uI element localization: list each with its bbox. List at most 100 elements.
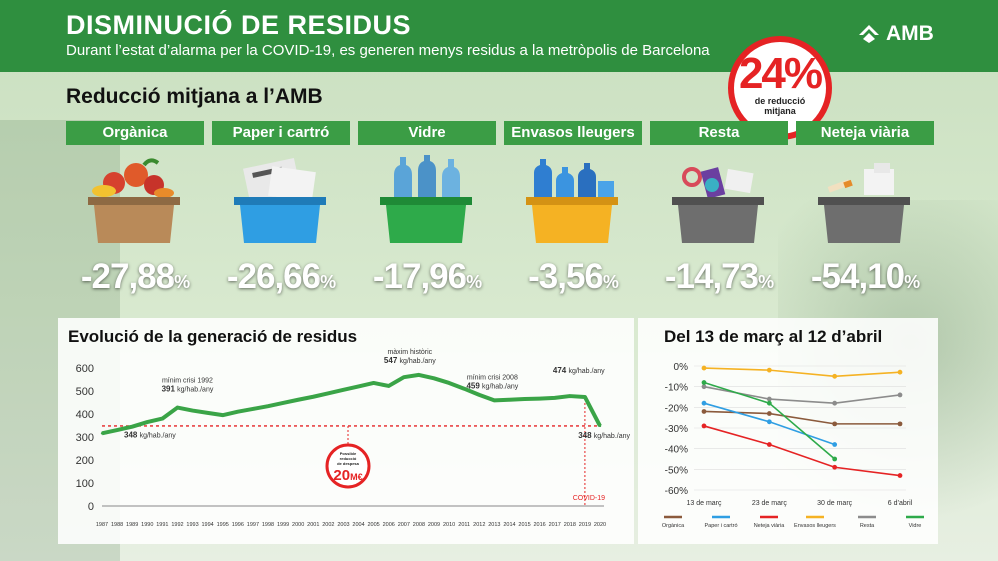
y-tick-label: 0% [674, 362, 689, 373]
data-point [583, 395, 587, 399]
x-tick-label: 1993 [186, 522, 198, 528]
x-tick-label: 2000 [292, 522, 304, 528]
data-point [598, 424, 602, 428]
evolution-chart-title: Evolució de la generació de residus [68, 327, 358, 346]
amb-logo: AMB [858, 22, 934, 46]
header-banner: DISMINUCIÓ DE RESIDUS Durant l’estat d’a… [0, 0, 998, 72]
annotation-unit: kg/hab./any [482, 383, 519, 390]
y-tick-label: -50% [665, 465, 688, 476]
data-point [832, 456, 838, 462]
data-point [897, 421, 903, 427]
category-value: -27,88% [66, 257, 204, 297]
value-number: -27,88 [80, 257, 175, 296]
category-value: -3,56% [504, 257, 642, 297]
category-organic: Orgànica -27,88% [66, 121, 204, 296]
series-line [703, 410, 900, 425]
data-point [296, 398, 300, 401]
paper-waste-bin-icon [234, 157, 326, 243]
x-tick-label: 2002 [322, 522, 334, 528]
x-tick-label: 2008 [413, 522, 425, 528]
badge-caption-line1: de reducció [754, 96, 806, 106]
x-tick-label: 2017 [549, 522, 561, 528]
data-point [417, 373, 421, 377]
category-label: Envasos lleugers [504, 121, 642, 145]
x-tick-label: 2015 [518, 522, 530, 528]
legend-label: Paper i cartró [704, 523, 737, 529]
legend-label: Neteja viària [754, 523, 786, 529]
annotation-label: màxim històric [387, 349, 432, 356]
annotation-unit: kg/hab./any [594, 433, 631, 440]
x-tick-label: 1988 [111, 522, 123, 528]
weekly-chart-title: Del 13 de març al 12 d’abril [664, 327, 883, 346]
data-point [342, 388, 345, 392]
value-unit: % [904, 272, 920, 292]
x-tick-label: 1994 [202, 522, 214, 528]
y-tick-label: -20% [665, 403, 688, 414]
annotation-label: mínim crisi 1992 [162, 378, 213, 385]
data-point [402, 376, 406, 379]
data-point [447, 381, 451, 385]
data-point [146, 420, 149, 424]
data-point [115, 428, 119, 432]
category-packaging: Envasos lleugers -3,56% [504, 121, 642, 296]
x-tick-label: 2006 [383, 522, 395, 528]
y-tick-label: 300 [76, 432, 94, 444]
weekly-chart: 0% -10% -20% -30% -40% -50% -60% 13 de març 23 d… [662, 362, 924, 529]
data-point [206, 411, 209, 415]
savings-text-line2: reducció [340, 456, 357, 461]
data-point [832, 421, 838, 427]
data-point [372, 381, 375, 385]
x-tick-label: 2001 [307, 522, 319, 528]
data-point [766, 419, 772, 425]
data-point [832, 400, 838, 406]
data-point [766, 411, 772, 416]
series-line [703, 385, 901, 405]
category-value: -26,66% [212, 257, 350, 297]
data-point [701, 384, 707, 390]
data-point [766, 400, 772, 406]
annotation-number: 474 [553, 366, 569, 375]
x-tick-label: 2019 [579, 522, 591, 528]
x-tick-label: 1996 [232, 522, 244, 528]
x-tick-label: 1989 [126, 522, 138, 528]
annotation-value: 348 kg/hab./any [124, 430, 176, 439]
data-point [266, 404, 270, 408]
x-tick-label: 2018 [564, 522, 576, 528]
page-title: DISMINUCIÓ DE RESIDUS [66, 10, 412, 40]
data-point [251, 407, 255, 411]
category-label: Paper i cartró [212, 121, 350, 145]
glass-waste-bin-icon [380, 155, 472, 243]
x-tick-label: 2012 [473, 522, 485, 528]
x-tick-label: 2005 [368, 522, 380, 528]
category-label: Orgànica [66, 121, 204, 145]
savings-text-line1: Possible [340, 451, 357, 456]
value-number: -54,10 [810, 257, 905, 296]
y-tick-label: 200 [76, 455, 94, 467]
data-point [568, 394, 572, 398]
savings-unit: M€ [350, 472, 363, 482]
savings-circle [325, 443, 371, 489]
x-tick-label: 1999 [277, 522, 289, 528]
annotation-number: 348 [124, 430, 140, 439]
legend-label: Envasos lleugers [794, 523, 836, 529]
data-point [508, 398, 511, 401]
x-tick-label: 2004 [352, 522, 364, 528]
page-subtitle: Durant l’estat d’alarma per la COVID-19,… [66, 42, 710, 59]
y-tick-label: -30% [665, 424, 688, 435]
weekly-chart-panel: Del 13 de març al 12 d’abril 0% -10% -20% -… [638, 318, 938, 544]
value-number: -3,56 [528, 257, 604, 296]
x-tick-label: 1995 [217, 522, 229, 528]
series-line [703, 425, 901, 477]
data-point [832, 442, 838, 447]
category-label: Vidre [358, 121, 496, 145]
data-point [387, 384, 390, 388]
savings-number: 20 [333, 467, 350, 484]
data-point [478, 393, 481, 397]
badge-caption-line2: mitjana [764, 106, 796, 116]
data-point [538, 397, 541, 400]
data-point [130, 425, 134, 428]
x-tick-label: 13 de març [686, 500, 722, 507]
category-value: -54,10% [796, 257, 934, 297]
data-point [493, 399, 496, 402]
x-tick-label: 1992 [171, 522, 183, 528]
